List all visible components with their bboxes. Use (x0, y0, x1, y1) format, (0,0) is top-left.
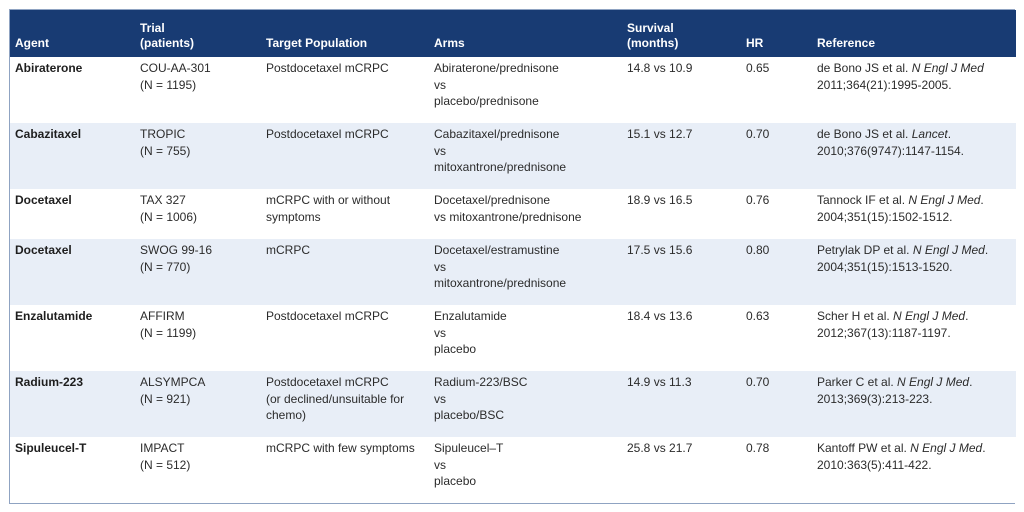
cell-agent: Enzalutamide (15, 309, 93, 323)
cell-population: Postdocetaxel mCRPC (266, 309, 389, 323)
cell-trial: IMPACT (N = 512) (140, 441, 191, 472)
header-survival: Survival (months) (627, 21, 679, 50)
cell-reference: Kantoff PW et al. N Engl J Med. 2010:363… (812, 437, 1016, 503)
cell-population: mCRPC with few symptoms (266, 441, 415, 455)
cell-trial: AFFIRM (N = 1199) (140, 309, 197, 340)
ref-author: de Bono JS et al. (817, 61, 912, 75)
cell-survival: 18.9 vs 16.5 (627, 193, 693, 207)
ref-author: Tannock IF et al. (817, 193, 909, 207)
header-hr: HR (746, 36, 764, 50)
cell-survival: 18.4 vs 13.6 (627, 309, 693, 323)
ref-journal: N Engl J Med (912, 243, 985, 257)
ref-journal: N Engl J Med (908, 193, 981, 207)
cell-hr: 0.70 (746, 127, 770, 141)
cell-reference: de Bono JS et al. N Engl J Med 2011;364(2… (812, 57, 1016, 123)
cell-hr: 0.76 (746, 193, 770, 207)
header-agent: Agent (15, 36, 49, 50)
trials-table-container: Agent Trial (patients) Target Population… (9, 9, 1016, 504)
cell-arms: Abiraterone/prednisone vs placebo/predni… (434, 61, 559, 108)
cell-trial: TROPIC (N = 755) (140, 127, 191, 158)
cell-survival: 14.9 vs 11.3 (627, 375, 692, 389)
cell-reference: Parker C et al. N Engl J Med. 2013;369(3… (812, 371, 1016, 437)
cell-population: mCRPC (266, 243, 310, 257)
cell-arms: Cabazitaxel/prednisone vs mitoxantrone/p… (434, 127, 567, 174)
cell-arms: Docetaxel/prednisone vs mitoxantrone/pre… (434, 193, 582, 224)
cell-agent: Radium-223 (15, 375, 84, 389)
ref-author: Parker C et al. (817, 375, 898, 389)
cell-trial: SWOG 99-16 (N = 770) (140, 243, 213, 274)
header-target-population: Target Population (266, 36, 368, 50)
table-row: Abiraterone COU-AA-301 (N = 1195) Postdo… (10, 57, 1016, 123)
ref-citation: . 2004;351(15):1502-1512. (817, 193, 984, 224)
table-row: Radium-223 ALSYMPCA (N = 921) Postdoceta… (10, 371, 1016, 437)
cell-arms: Sipuleucel–T vs placebo (434, 441, 504, 488)
cell-population: Postdocetaxel mCRPC (266, 61, 389, 75)
cell-survival: 15.1 vs 12.7 (627, 127, 693, 141)
ref-journal: N Engl J Med (897, 375, 970, 389)
cell-hr: 0.70 (746, 375, 770, 389)
cell-agent: Abiraterone (15, 61, 83, 75)
cell-reference: Scher H et al. N Engl J Med. 2012;367(13… (812, 305, 1016, 371)
ref-author: Petrylak DP et al. (817, 243, 913, 257)
cell-trial: TAX 327 (N = 1006) (140, 193, 198, 224)
cell-trial: COU-AA-301 (N = 1195) (140, 61, 211, 92)
ref-author: de Bono JS et al. (817, 127, 912, 141)
ref-citation: . 2013;369(3):213-223. (817, 375, 973, 406)
cell-agent: Docetaxel (15, 193, 72, 207)
trials-table: Agent Trial (patients) Target Population… (10, 10, 1016, 503)
header-reference: Reference (817, 36, 876, 50)
cell-population: mCRPC with or without symptoms (266, 193, 391, 224)
ref-citation: . 2004;351(15):1513-1520. (817, 243, 989, 274)
cell-survival: 25.8 vs 21.7 (627, 441, 693, 455)
cell-agent: Cabazitaxel (15, 127, 82, 141)
ref-journal: Lancet (911, 127, 948, 141)
cell-hr: 0.63 (746, 309, 770, 323)
table-row: Cabazitaxel TROPIC (N = 755) Postdocetax… (10, 123, 1016, 189)
cell-reference: Petrylak DP et al. N Engl J Med. 2004;35… (812, 239, 1016, 305)
ref-journal: N Engl J Med (911, 61, 984, 75)
ref-author: Scher H et al. (817, 309, 894, 323)
cell-reference: de Bono JS et al. Lancet. 2010;376(9747)… (812, 123, 1016, 189)
cell-trial: ALSYMPCA (N = 921) (140, 375, 206, 406)
ref-author: Kantoff PW et al. (817, 441, 911, 455)
cell-agent: Docetaxel (15, 243, 72, 257)
ref-journal: N Engl J Med (910, 441, 983, 455)
cell-arms: Radium-223/BSC vs placebo/BSC (434, 375, 528, 422)
cell-survival: 14.8 vs 10.9 (627, 61, 693, 75)
table-row: Sipuleucel-T IMPACT (N = 512) mCRPC with… (10, 437, 1016, 503)
table-row: Enzalutamide AFFIRM (N = 1199) Postdocet… (10, 305, 1016, 371)
cell-hr: 0.80 (746, 243, 770, 257)
cell-arms: Docetaxel/estramustine vs mitoxantrone/p… (434, 243, 567, 290)
cell-reference: Tannock IF et al. N Engl J Med. 2004;351… (812, 189, 1016, 239)
ref-citation: 2011;364(21):1995-2005. (817, 77, 952, 92)
table-row: Docetaxel SWOG 99-16 (N = 770) mCRPC Doc… (10, 239, 1016, 305)
cell-hr: 0.65 (746, 61, 770, 75)
ref-citation: . 2010:363(5):411-422. (817, 441, 986, 472)
cell-population: Postdocetaxel mCRPC (or declined/unsuita… (266, 375, 405, 422)
header-arms: Arms (434, 36, 465, 50)
cell-agent: Sipuleucel-T (15, 441, 87, 455)
table-header-row: Agent Trial (patients) Target Population… (10, 10, 1016, 57)
ref-citation: . 2010;376(9747):1147-1154. (817, 127, 965, 158)
table-row: Docetaxel TAX 327 (N = 1006) mCRPC with … (10, 189, 1016, 239)
cell-population: Postdocetaxel mCRPC (266, 127, 389, 141)
cell-hr: 0.78 (746, 441, 770, 455)
header-trial: Trial (patients) (140, 21, 194, 50)
cell-arms: Enzalutamide vs placebo (434, 309, 507, 356)
cell-survival: 17.5 vs 15.6 (627, 243, 693, 257)
ref-journal: N Engl J Med (893, 309, 966, 323)
ref-citation: . 2012;367(13):1187-1197. (817, 309, 969, 340)
